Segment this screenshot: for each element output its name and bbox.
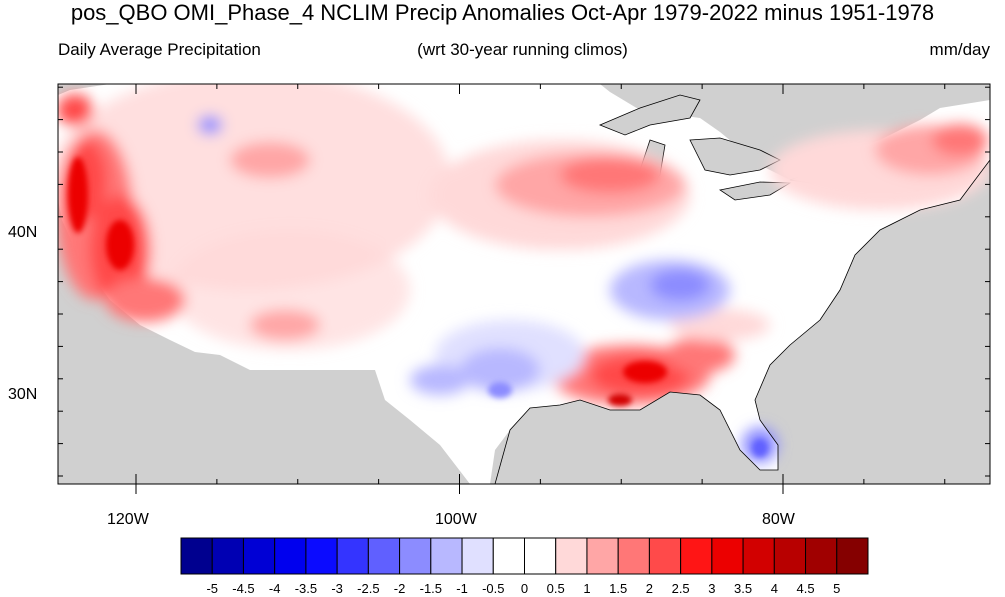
colorbar-swatch	[274, 537, 307, 575]
colorbar-tick-label: 1.5	[609, 581, 628, 596]
axis-ticks	[58, 84, 990, 494]
lon-label-120w: 120W	[107, 511, 149, 528]
colorbar-tick-label: -3.5	[294, 581, 318, 596]
colorbar-tick-label: -0.5	[482, 581, 505, 596]
colorbar-tick-label: 2.5	[671, 581, 690, 596]
lon-label-100w: 100W	[435, 511, 477, 528]
colorbar-swatch	[180, 537, 213, 575]
lat-label-30n: 30N	[8, 386, 38, 403]
colorbar-swatch	[711, 537, 744, 575]
coastline	[494, 159, 990, 484]
colorbar-swatch	[648, 537, 682, 575]
map-title: pos_QBO OMI_Phase_4 NCLIM Precip Anomali…	[70, 0, 935, 25]
colorbar-swatch	[399, 537, 432, 575]
colorbar-tick-label: 0.5	[546, 581, 565, 596]
reference-note: (wrt 30-year running climos)	[417, 40, 628, 59]
map-plot-area	[58, 84, 990, 484]
lon-label-80w: 80W	[762, 511, 795, 528]
colorbar-swatch	[680, 537, 713, 575]
colorbar-swatch	[492, 537, 526, 575]
colorbar-tick-label: 3	[708, 581, 716, 596]
colorbar-swatch	[430, 537, 463, 575]
colorbar-tick-label: -1	[456, 581, 468, 596]
colorbar-swatch	[773, 537, 807, 575]
colorbar-swatch	[461, 537, 494, 575]
variable-label: Daily Average Precipitation	[58, 40, 261, 59]
colorbar-tick-label: 2	[645, 581, 654, 596]
colorbar-tick-label: -4.5	[232, 581, 255, 596]
colorbar-swatch	[336, 537, 369, 575]
colorbar-tick-label: 3.5	[734, 581, 753, 596]
colorbar-swatch	[211, 537, 244, 575]
colorbar	[180, 537, 869, 575]
gulf-of-mexico	[495, 392, 778, 484]
colorbar-tick-label: 5	[833, 581, 841, 596]
colorbar-tick-label: -2	[393, 581, 406, 596]
colorbar-swatch	[367, 537, 401, 575]
map-frame	[57, 83, 991, 485]
anomaly-peaks	[68, 157, 768, 457]
colorbar-tick-label: -1.5	[419, 581, 443, 596]
colorbar-swatch	[555, 537, 588, 575]
colorbar-tick-label: 4.5	[796, 581, 815, 596]
colorbar-tick-label: -4	[268, 581, 281, 596]
colorbar-swatch	[742, 537, 775, 575]
colorbar-swatch	[836, 537, 869, 575]
colorbar-tick-label: 0	[520, 581, 529, 596]
colorbar-tick-label: -2.5	[357, 581, 380, 596]
colorbar-swatch	[805, 537, 838, 575]
colorbar-tick-label: -3	[331, 581, 343, 596]
colorbar-tick-label: 1	[583, 581, 591, 596]
colorbar-swatch	[305, 537, 338, 575]
colorbar-tick-label: 4	[770, 581, 778, 596]
colorbar-swatch	[524, 537, 557, 575]
units-label: mm/day	[929, 40, 990, 59]
lat-label-40n: 40N	[8, 224, 38, 241]
colorbar-swatch	[586, 537, 619, 575]
colorbar-swatch	[242, 537, 276, 575]
colorbar-swatch	[617, 537, 650, 575]
colorbar-tick-label: -5	[206, 581, 218, 596]
